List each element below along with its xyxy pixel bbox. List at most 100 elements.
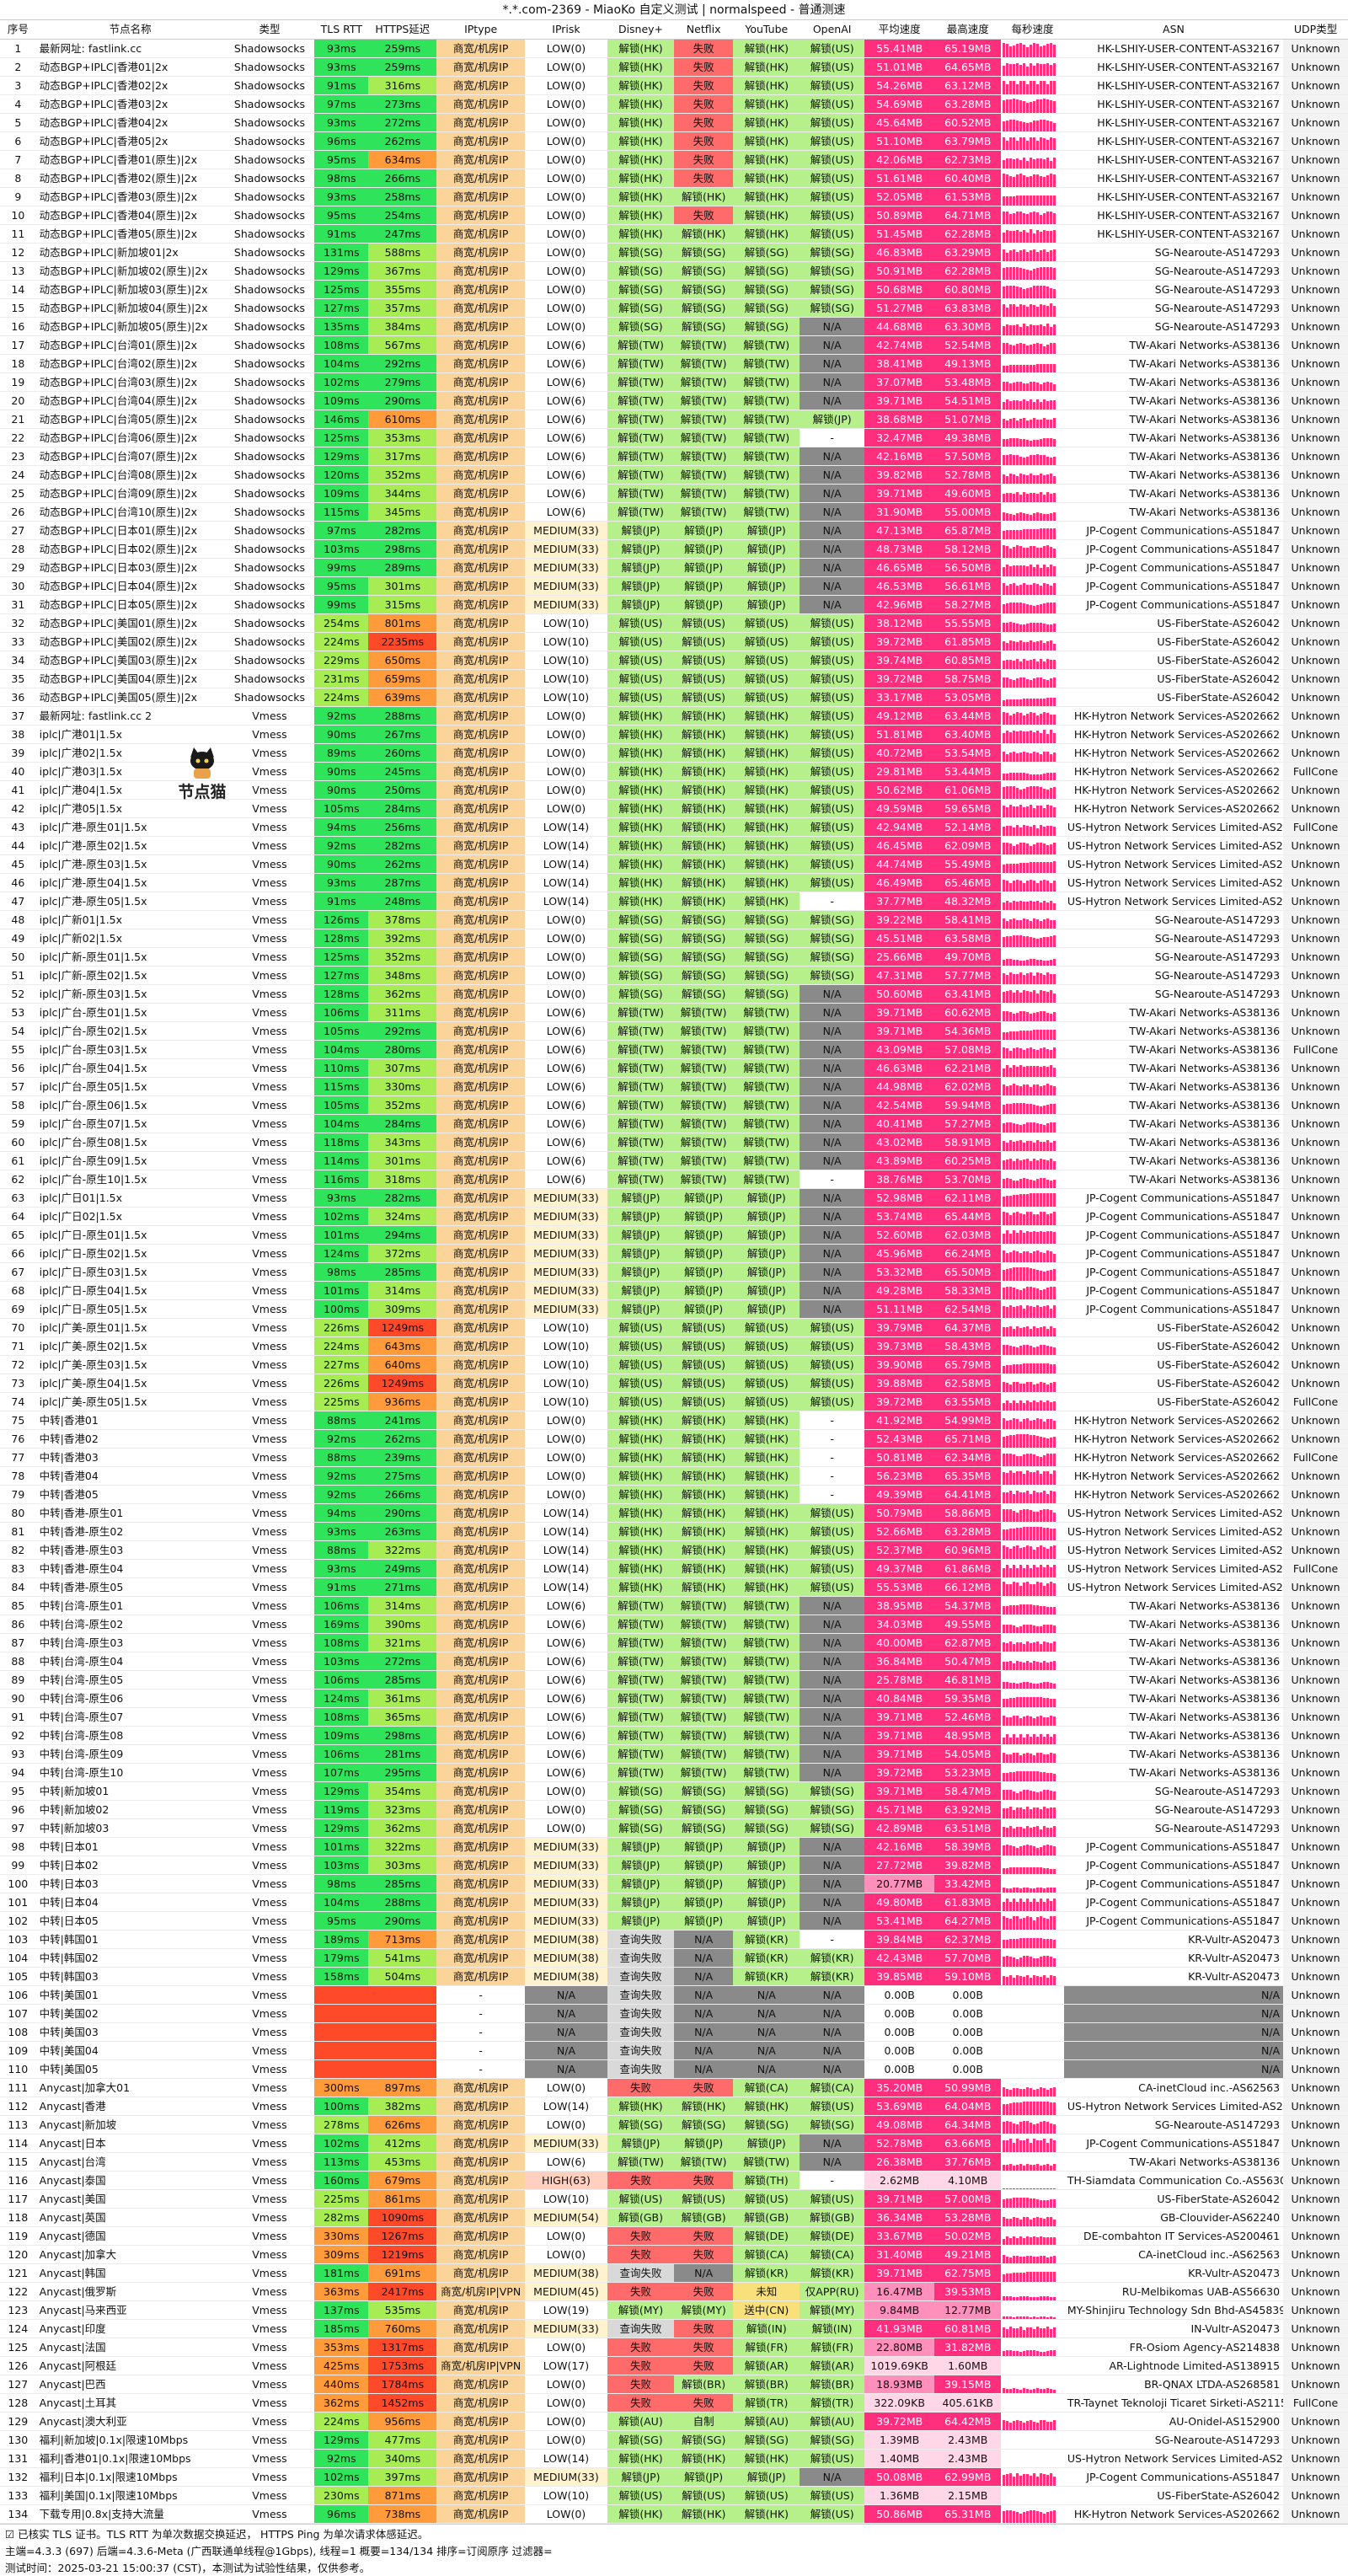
speed-sparkline	[1003, 929, 1062, 946]
avg-speed-cell: 39.84MB	[864, 1930, 935, 1949]
spark-bar	[1053, 305, 1056, 316]
index-cell: 87	[0, 1633, 36, 1652]
ip-type-cell: 商宽/机房IP	[436, 836, 525, 855]
spark-bar	[1033, 1400, 1036, 1410]
spark-bar	[1013, 730, 1016, 742]
spark-bar	[1033, 1791, 1036, 1799]
speed-sparkline	[1003, 1652, 1062, 1669]
tls-rtt-cell: 91ms	[314, 76, 369, 95]
udp-type-cell: Unknown	[1283, 521, 1348, 540]
spark-bar	[1033, 120, 1036, 131]
spark-bar	[1016, 1381, 1019, 1391]
tls-rtt-cell: 92ms	[314, 1429, 369, 1449]
spark-bar	[1040, 1381, 1043, 1391]
spark-bar	[1040, 677, 1043, 687]
node-name-cell: 动态BGP+IPLC|台湾06(原生)|2x	[35, 428, 225, 447]
speed-sparkline	[1003, 2283, 1062, 2300]
spark-bar	[1026, 1433, 1030, 1447]
speed-sparkline	[1003, 392, 1062, 409]
spark-bar	[1046, 1977, 1050, 1984]
spark-bar	[1016, 1915, 1019, 1929]
udp-type-cell: Unknown	[1283, 1133, 1348, 1152]
spark-bar	[1003, 1752, 1006, 1762]
ip-risk-cell: LOW(0)	[524, 1818, 608, 1838]
youtube-cell: 解锁(HK)	[733, 2504, 800, 2524]
spark-bar	[1026, 1103, 1030, 1113]
spark-bar	[1050, 2328, 1053, 2337]
spark-bar	[1030, 2316, 1033, 2318]
youtube-cell: 解锁(HK)	[733, 799, 800, 818]
type-cell: Shadowsocks	[224, 76, 315, 95]
spark-bar	[1046, 2421, 1050, 2429]
spark-bar	[1016, 544, 1019, 557]
type-cell: Shadowsocks	[224, 94, 315, 114]
spark-bar	[1040, 1564, 1043, 1577]
spark-bar	[1006, 1827, 1009, 1836]
openai-cell: N/A	[800, 1874, 865, 1893]
spark-bar	[1009, 640, 1013, 650]
https-latency-cell: 273ms	[368, 94, 437, 114]
spark-bar	[1046, 1384, 1050, 1391]
spark-bar	[1036, 2422, 1040, 2429]
spark-bar	[1043, 1047, 1046, 1058]
spark-bar	[1046, 697, 1050, 705]
openai-cell: N/A	[800, 1040, 865, 1059]
asn-cell: HK-LSHIY-USER-CONTENT-AS32167	[1063, 169, 1284, 188]
spark-bar	[1003, 2474, 1006, 2485]
header-node-name: 节点名称	[35, 20, 225, 40]
avg-speed-cell: 50.62MB	[864, 780, 935, 800]
spark-bar	[1026, 1047, 1030, 1058]
netflix-cell: 解锁(US)	[673, 1336, 734, 1356]
spark-bar	[1006, 399, 1009, 409]
spark-bar	[1009, 699, 1013, 705]
openai-cell: 解锁(SG)	[800, 929, 865, 948]
max-speed-cell: 0.00B	[934, 2059, 1002, 2079]
max-speed-cell: 65.19MB	[934, 39, 1002, 58]
index-cell: 52	[0, 984, 36, 1004]
disney-cell: 解锁(US)	[607, 1374, 674, 1393]
type-cell: Vmess	[224, 2134, 315, 2153]
tls-rtt-cell: 88ms	[314, 1540, 369, 1560]
spark-bar	[1053, 1011, 1056, 1020]
tls-rtt-cell: 126ms	[314, 910, 369, 929]
ip-type-cell: 商宽/机房IP	[436, 1336, 525, 1356]
spark-bar	[1009, 1956, 1013, 1966]
spark-bar	[1009, 1771, 1013, 1781]
spark-bar	[1043, 990, 1046, 1002]
node-name-cell: iplc|广港-原生03|1.5x	[35, 854, 225, 874]
disney-cell: 失败	[607, 2226, 674, 2246]
spark-bar	[1046, 1938, 1050, 1947]
spark-bar	[1006, 1047, 1009, 1058]
spark-bar	[1023, 1066, 1026, 1076]
spark-bar	[1016, 1582, 1019, 1595]
spark-bar	[1019, 2102, 1023, 2114]
spark-bar	[1003, 959, 1006, 965]
disney-cell: 解锁(HK)	[607, 854, 674, 874]
per-second-speed-cell	[1001, 595, 1064, 614]
spark-bar	[1013, 2165, 1016, 2170]
ip-type-cell: 商宽/机房IP	[436, 966, 525, 985]
ip-type-cell: 商宽/机房IP	[436, 76, 525, 95]
spark-bar	[1033, 2236, 1036, 2244]
max-speed-cell: 60.52MB	[934, 113, 1002, 132]
spark-bar	[1050, 2256, 1053, 2263]
type-cell: Shadowsocks	[224, 391, 315, 410]
udp-type-cell: Unknown	[1283, 261, 1348, 281]
ip-type-cell: 商宽/机房IP	[436, 1355, 525, 1374]
table-row: 11 动态BGP+IPLC|香港05(原生)|2x Shadowsocks 91ms 2…	[0, 224, 1348, 244]
spark-bar	[1016, 1288, 1019, 1299]
spark-bar	[1030, 2101, 1033, 2114]
spark-bar	[1050, 714, 1053, 724]
asn-cell: SG-Nearoute-AS147293	[1063, 280, 1284, 299]
udp-type-cell: Unknown	[1283, 1818, 1348, 1838]
type-cell: Vmess	[224, 1522, 315, 1541]
asn-cell: DE-combahton IT Services-AS200461	[1063, 2226, 1284, 2246]
udp-type-cell: Unknown	[1283, 1967, 1348, 1986]
disney-cell: 解锁(JP)	[607, 1244, 674, 1263]
spark-bar	[1036, 1401, 1040, 1410]
index-cell: 124	[0, 2319, 36, 2338]
netflix-cell: 解锁(HK)	[673, 836, 734, 855]
tls-rtt-cell: 88ms	[314, 1411, 369, 1430]
type-cell: Vmess	[224, 2022, 315, 2042]
node-name-cell: iplc|广港02|1.5x	[35, 743, 225, 763]
